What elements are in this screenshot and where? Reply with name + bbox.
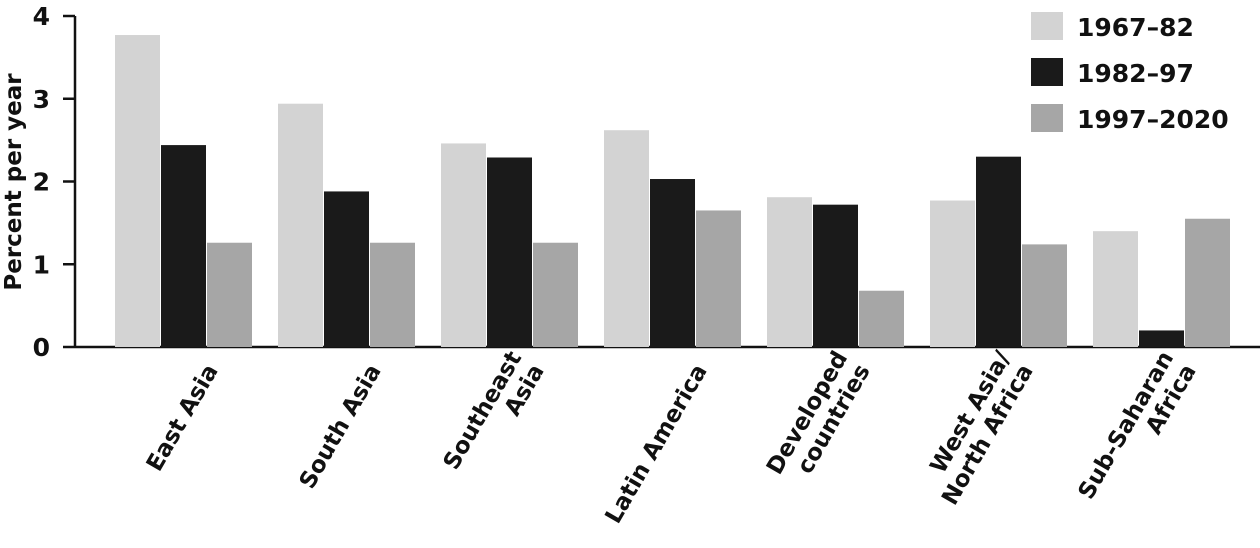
category-label: Developedcountries (762, 347, 876, 492)
bar (207, 242, 252, 347)
legend-swatch (1031, 12, 1063, 40)
bar (859, 290, 904, 347)
bar (1185, 218, 1230, 347)
y-tick-label: 3 (33, 85, 50, 114)
category-label: East Asia (142, 360, 224, 476)
y-ticks: 0 1 2 3 4 (33, 2, 75, 362)
category-label: South Asia (295, 360, 387, 493)
bar (161, 145, 206, 347)
y-tick-label: 0 (33, 333, 50, 362)
bar (1022, 244, 1067, 347)
bar (278, 103, 323, 347)
bar (324, 191, 369, 347)
category-label: West Asia/North Africa (915, 346, 1039, 509)
bar (767, 197, 812, 347)
bar (976, 156, 1021, 347)
legend-label: 1982–97 (1077, 59, 1194, 88)
bar (650, 179, 695, 347)
bar (1093, 231, 1138, 347)
category-label-line: East Asia (142, 360, 224, 476)
category-label: Sub-SaharanAfrica (1074, 347, 1202, 517)
bar (1139, 330, 1184, 347)
y-tick-label: 1 (33, 250, 50, 279)
bar (533, 242, 578, 347)
legend-label: 1967–82 (1077, 13, 1194, 42)
category-label: SoutheastAsia (439, 347, 550, 487)
category-label: Latin America (601, 360, 713, 528)
bar (370, 242, 415, 347)
y-axis-label: Percent per year (1, 73, 27, 291)
category-label-line: Latin America (601, 360, 713, 528)
legend-swatch (1031, 104, 1063, 132)
bar (930, 200, 975, 347)
legend-swatch (1031, 58, 1063, 86)
bar (696, 210, 741, 347)
y-tick-label: 2 (33, 168, 50, 197)
bars (115, 35, 1230, 347)
y-tick-label: 4 (33, 2, 50, 31)
category-label-line: South Asia (295, 360, 387, 493)
bar (604, 130, 649, 347)
bar (441, 143, 486, 347)
legend: 1967–82 1982–97 1997–2020 (1031, 12, 1229, 134)
category-labels: East Asia South Asia SoutheastAsia Latin Am… (142, 346, 1202, 528)
bar (813, 204, 858, 347)
legend-label: 1997–2020 (1077, 105, 1229, 134)
bar (487, 157, 532, 347)
bar (115, 35, 160, 347)
